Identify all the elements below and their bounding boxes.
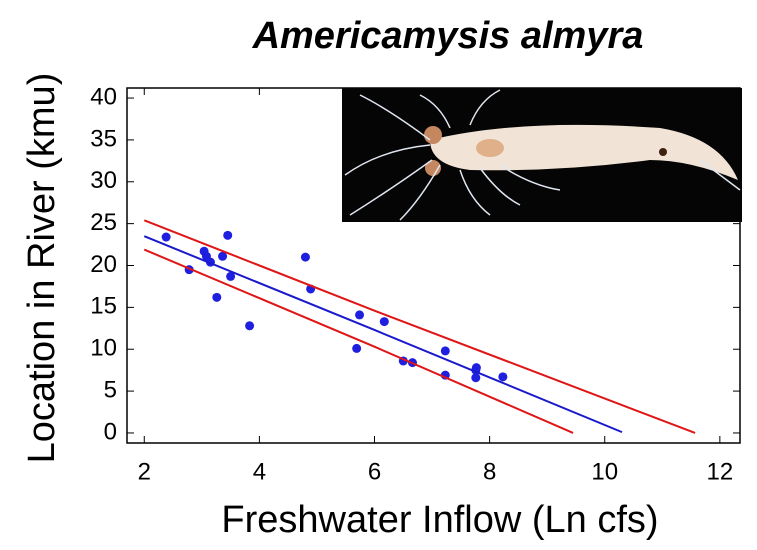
data-point	[223, 230, 233, 240]
y-axis-label: Location in River (kmu)	[21, 73, 63, 464]
x-tick-label: 10	[591, 458, 618, 485]
y-tick-label: 30	[90, 167, 117, 194]
fit-line	[143, 248, 574, 434]
data-point	[161, 232, 171, 242]
data-point	[471, 373, 481, 383]
y-tick-label: 0	[104, 418, 117, 445]
data-point	[498, 372, 508, 382]
data-point	[379, 317, 389, 327]
data-point	[440, 346, 450, 356]
y-tick-label: 35	[90, 125, 117, 152]
x-axis-label: Freshwater Inflow (Ln cfs)	[221, 499, 658, 541]
data-point	[245, 321, 255, 331]
y-tick-label: 40	[90, 83, 117, 110]
y-tick-label: 20	[90, 251, 117, 278]
y-tick-label: 10	[90, 335, 117, 362]
data-point	[352, 343, 362, 353]
data-point	[471, 363, 481, 373]
plot: 2 4 6 8 10 12 0 5 10 15 20 25 30 35 40	[90, 83, 740, 485]
y-tick-label: 5	[104, 376, 117, 403]
x-tick-label: 4	[253, 458, 266, 485]
data-point	[300, 252, 310, 262]
photo	[342, 88, 742, 222]
fit-line	[143, 235, 623, 434]
chart-title: Americamysis almyra	[252, 15, 644, 57]
x-tick-label: 8	[483, 458, 496, 485]
x-tick-label: 2	[138, 458, 151, 485]
y-tick-label: 15	[90, 293, 117, 320]
y-tick-label: 25	[90, 209, 117, 236]
data-point	[218, 251, 228, 261]
x-tick-label: 6	[368, 458, 381, 485]
fit-line	[143, 219, 696, 434]
x-tick-label: 12	[707, 458, 734, 485]
data-point	[355, 310, 365, 320]
data-point	[226, 271, 236, 281]
data-point	[212, 292, 222, 302]
